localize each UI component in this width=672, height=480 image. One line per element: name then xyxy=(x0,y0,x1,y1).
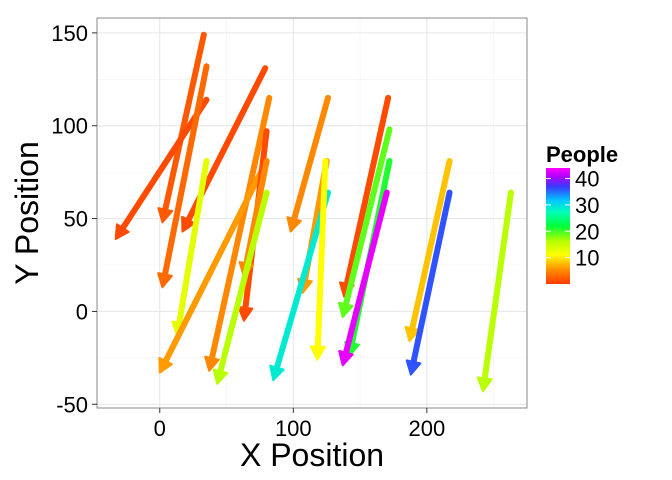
legend-break-label: 30 xyxy=(575,193,599,218)
arrow-head xyxy=(404,325,421,343)
arrow-head xyxy=(286,216,302,233)
arrow-mark xyxy=(476,189,514,393)
y-axis-title: Y Position xyxy=(9,141,45,285)
arrow-head xyxy=(237,305,254,322)
arrow-mark xyxy=(338,189,390,367)
arrow-mark xyxy=(158,158,270,374)
arrow-head xyxy=(157,272,173,289)
x-tick-label: 200 xyxy=(408,416,445,441)
arrow-mark xyxy=(404,158,453,343)
legend-colorbar xyxy=(546,168,570,284)
arrow-shaft xyxy=(162,158,270,365)
grid-major xyxy=(97,18,527,408)
plot-panel xyxy=(96,17,528,409)
y-tick-label: -50 xyxy=(56,392,88,417)
arrow-head xyxy=(158,356,173,374)
legend-break-label: 20 xyxy=(575,219,599,244)
arrow-shaft xyxy=(161,63,210,278)
arrow-head xyxy=(309,345,326,361)
arrow-shaft xyxy=(481,189,514,382)
x-tick-label: 100 xyxy=(275,416,312,441)
arrow-shaft xyxy=(410,189,453,365)
arrow-shaft xyxy=(342,189,390,356)
arrow-shaft xyxy=(273,189,332,371)
arrow-head xyxy=(269,364,285,382)
arrow-mark xyxy=(286,94,332,233)
x-axis: 0 100 200 xyxy=(154,408,445,441)
arrow-shaft xyxy=(208,94,273,362)
arrow-head xyxy=(114,223,130,240)
arrow-head xyxy=(338,349,354,367)
arrow-shaft xyxy=(409,158,453,332)
x-tick-label: 0 xyxy=(154,416,166,441)
arrow-mark xyxy=(157,63,210,289)
arrow-shaft xyxy=(291,94,332,223)
y-tick-label: 50 xyxy=(64,207,88,232)
arrow-head xyxy=(204,355,220,372)
arrow-series xyxy=(114,31,514,393)
arrow-mark xyxy=(269,189,332,382)
arrow-head xyxy=(212,368,229,385)
y-tick-label: 100 xyxy=(51,114,88,139)
arrow-mark xyxy=(204,94,273,372)
arrow-head xyxy=(476,376,493,393)
legend-title: People xyxy=(546,142,618,167)
arrow-head xyxy=(338,301,354,318)
arrow-head xyxy=(157,207,174,224)
y-axis: -50 0 50 100 150 xyxy=(51,21,97,417)
arrow-shaft xyxy=(342,126,393,308)
arrow-shaft xyxy=(314,158,329,350)
arrow-head xyxy=(181,215,196,233)
y-tick-label: 0 xyxy=(76,299,88,324)
arrow-shaft xyxy=(343,94,392,287)
arrow-mark xyxy=(157,31,207,224)
arrow-mark xyxy=(309,158,329,361)
y-tick-label: 150 xyxy=(51,21,88,46)
arrow-shaft xyxy=(162,31,207,213)
arrow-mark xyxy=(212,189,270,385)
arrow-mark xyxy=(405,189,453,376)
legend-break-label: 10 xyxy=(575,246,599,271)
x-axis-title: X Position xyxy=(240,437,384,473)
plot-border xyxy=(96,17,528,409)
arrow-shaft xyxy=(217,189,270,375)
arrow-head xyxy=(405,359,422,376)
arrow-mark xyxy=(338,126,393,318)
arrow-shaft xyxy=(176,158,210,326)
legend-break-label: 40 xyxy=(575,167,599,192)
